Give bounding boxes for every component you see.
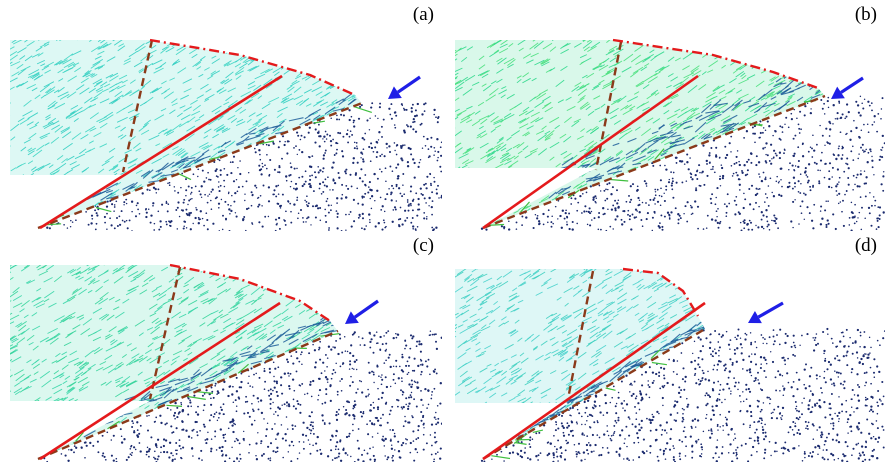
panel-a: (a) (0, 0, 442, 231)
flow-field (10, 40, 362, 228)
panel-b-plot (455, 38, 885, 231)
soil-particles (480, 95, 885, 231)
panel-label-b: (b) (854, 4, 877, 25)
slip-surface-dashed (482, 94, 826, 230)
panel-d: (d) (443, 231, 885, 462)
soil-particles (480, 327, 885, 462)
free-surface-dashdot (149, 38, 356, 97)
toe-arrow (388, 75, 421, 99)
toe-arrow (748, 301, 784, 324)
wedge-boundary-dashed (121, 39, 154, 173)
panel-b: (b) (443, 0, 885, 231)
free-surface-dashdot (622, 267, 700, 317)
wedge-boundary-dashed (594, 41, 623, 171)
flow-field (455, 269, 705, 459)
free-surface-dashdot (169, 263, 331, 322)
soil-particles (43, 330, 442, 462)
soil-particles (46, 102, 442, 231)
failure-plane (482, 74, 699, 230)
toe-arrow (345, 299, 379, 324)
failure-plane (39, 301, 281, 461)
panel-a-plot (10, 38, 442, 231)
flow-field (455, 40, 825, 228)
wedge-boundary-dashed (566, 270, 595, 400)
slip-surface-dashed (482, 327, 706, 461)
failure-plane (482, 301, 706, 461)
flow-field (10, 265, 338, 459)
toe-arrow (831, 76, 864, 99)
failure-plane (39, 74, 283, 230)
free-surface-dashdot (612, 38, 819, 90)
panel-label-c: (c) (412, 235, 434, 256)
wedge-boundary-dashed (148, 266, 182, 400)
panel-c: (c) (0, 231, 442, 462)
panel-label-a: (a) (412, 4, 434, 25)
slip-surface-dashed (37, 329, 339, 461)
panel-d-plot (455, 267, 885, 462)
panel-label-d: (d) (854, 235, 877, 256)
panel-c-plot (10, 263, 442, 462)
slip-surface-dashed (37, 101, 363, 230)
